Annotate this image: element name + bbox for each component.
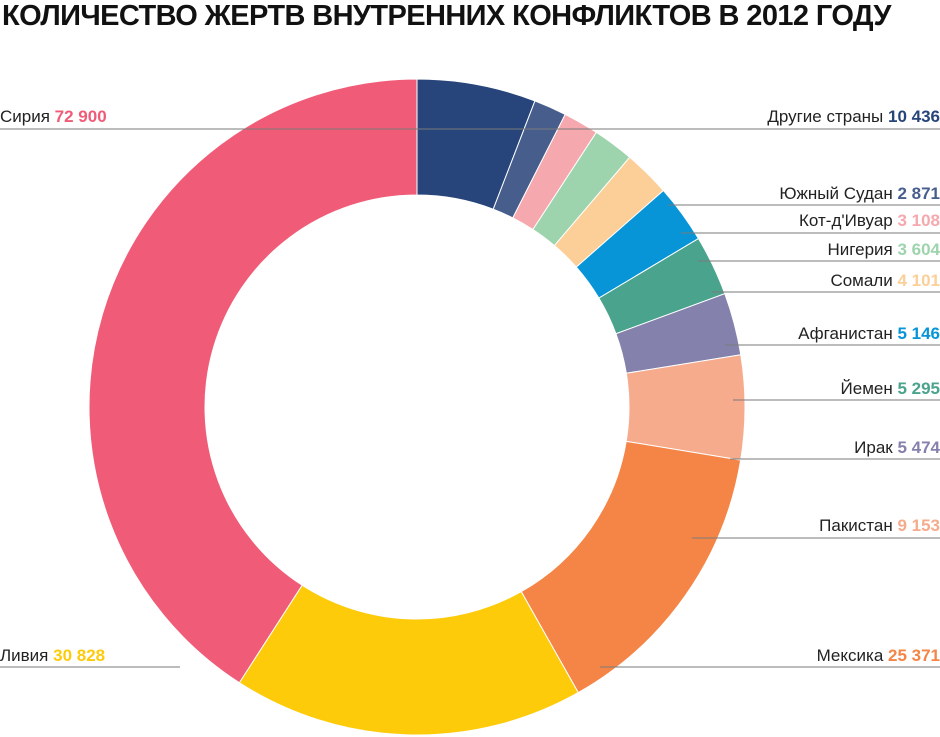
- slice-value-5: 5 146: [897, 324, 940, 343]
- slice-value-8: 9 153: [897, 516, 940, 535]
- slice-label-3: Нигерия 3 604: [828, 240, 940, 259]
- slice-label-8: Пакистан 9 153: [819, 516, 940, 535]
- slice-value-6: 5 295: [897, 379, 940, 398]
- slice-name-11: Сирия: [0, 107, 55, 126]
- slice-name-9: Мексика: [817, 646, 888, 665]
- donut-slice-11: [88, 78, 418, 684]
- slice-value-2: 3 108: [897, 211, 940, 230]
- slice-label-9: Мексика 25 371: [817, 646, 940, 665]
- slice-label-11: Сирия 72 900: [0, 107, 107, 126]
- slice-value-3: 3 604: [897, 240, 940, 259]
- slice-value-0: 10 436: [888, 107, 940, 126]
- slice-name-1: Южный Судан: [779, 184, 897, 203]
- slice-value-9: 25 371: [888, 646, 940, 665]
- slice-name-6: Йемен: [841, 379, 898, 398]
- slice-label-6: Йемен 5 295: [841, 379, 940, 398]
- slice-label-7: Ирак 5 474: [854, 438, 940, 457]
- slice-value-10: 30 828: [53, 646, 105, 665]
- slice-value-1: 2 871: [897, 184, 940, 203]
- slice-value-11: 72 900: [55, 107, 107, 126]
- slice-label-2: Кот-д'Ивуар 3 108: [799, 211, 940, 230]
- slice-label-1: Южный Судан 2 871: [779, 184, 940, 203]
- slice-name-2: Кот-д'Ивуар: [799, 211, 897, 230]
- slice-label-0: Другие страны 10 436: [767, 107, 940, 126]
- slice-name-5: Афганистан: [798, 324, 897, 343]
- chart-title: КОЛИЧЕСТВО ЖЕРТВ ВНУТРЕННИХ КОНФЛИКТОВ В…: [2, 0, 891, 32]
- slice-label-10: Ливия 30 828: [0, 646, 105, 665]
- slice-name-8: Пакистан: [819, 516, 897, 535]
- slice-value-7: 5 474: [897, 438, 940, 457]
- donut-slice-10: [238, 584, 579, 736]
- slice-name-0: Другие страны: [767, 107, 888, 126]
- slice-value-4: 4 101: [897, 271, 940, 290]
- slice-name-4: Сомали: [830, 271, 897, 290]
- slice-name-10: Ливия: [0, 646, 53, 665]
- slice-label-5: Афганистан 5 146: [798, 324, 940, 343]
- slice-name-7: Ирак: [854, 438, 897, 457]
- slice-name-3: Нигерия: [828, 240, 898, 259]
- slice-label-4: Сомали 4 101: [830, 271, 940, 290]
